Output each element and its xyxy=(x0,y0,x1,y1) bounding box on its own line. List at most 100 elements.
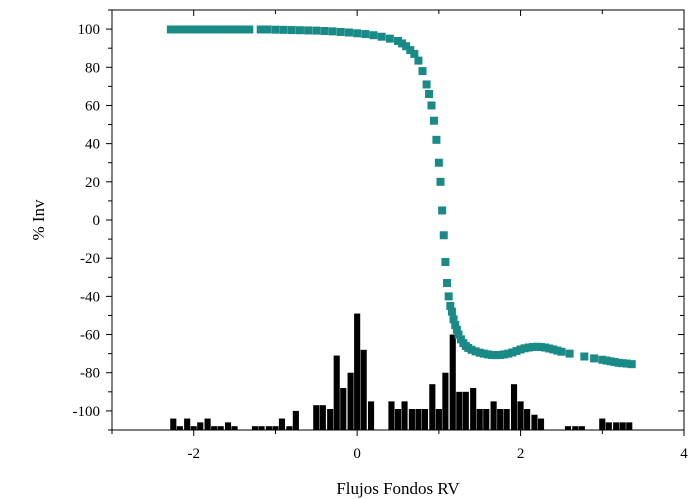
histogram-bar xyxy=(531,414,538,430)
scatter-point xyxy=(398,39,407,48)
histogram-bar xyxy=(170,418,177,430)
scatter-point xyxy=(425,90,434,98)
scatter-point xyxy=(369,31,378,40)
scatter-series xyxy=(166,25,636,369)
scatter-point xyxy=(500,350,509,359)
scatter-point xyxy=(166,25,175,34)
scatter-point xyxy=(565,349,574,358)
histogram-bar xyxy=(524,409,531,430)
scatter-point xyxy=(394,36,402,45)
histogram-bar xyxy=(578,426,585,430)
histogram-bar xyxy=(449,334,456,430)
y-tick-label: 0 xyxy=(93,213,101,229)
histogram-bar xyxy=(421,409,429,430)
scatter-point xyxy=(422,80,431,89)
scatter-point xyxy=(627,360,636,369)
scatter-point xyxy=(614,358,623,367)
scatter-point xyxy=(602,356,611,365)
histogram-bar xyxy=(490,401,497,430)
scatter-point xyxy=(256,25,265,34)
histogram-bar xyxy=(333,355,340,430)
histogram-bar xyxy=(456,391,463,430)
scatter-point xyxy=(304,26,313,35)
histogram-bar xyxy=(197,422,204,430)
scatter-point xyxy=(449,315,458,324)
scatter-point xyxy=(441,258,450,266)
histogram-bar xyxy=(401,401,408,430)
scatter-point xyxy=(186,25,195,34)
histogram-bar xyxy=(470,388,477,430)
y-tick-label: -80 xyxy=(80,366,100,382)
histogram-bar xyxy=(415,409,422,430)
scatter-point xyxy=(443,279,452,287)
scatter-point xyxy=(219,25,228,34)
scatter-point xyxy=(512,346,521,355)
histogram-bar xyxy=(211,426,218,430)
scatter-point xyxy=(429,116,438,125)
histogram-bar xyxy=(599,418,606,430)
scatter-point xyxy=(287,26,296,35)
scatter-point xyxy=(451,321,460,329)
scatter-point xyxy=(590,354,599,363)
scatter-point xyxy=(279,25,288,34)
histogram-bar xyxy=(313,405,320,430)
scatter-point xyxy=(238,25,247,34)
y-tick-label: 20 xyxy=(85,175,100,191)
y-tick-label: -100 xyxy=(73,404,101,420)
scatter-point xyxy=(545,344,554,353)
histogram-bar xyxy=(503,409,510,430)
histogram-bar xyxy=(619,422,626,430)
histogram-bar xyxy=(626,422,633,430)
scatter-point xyxy=(225,25,234,34)
scatter-point xyxy=(173,25,182,34)
scatter-point xyxy=(516,345,525,354)
scatter-point xyxy=(446,301,455,310)
scatter-point xyxy=(328,27,337,36)
scatter-point xyxy=(504,349,513,358)
scatter-point xyxy=(444,292,453,301)
histogram-bar xyxy=(517,401,524,430)
scatter-point xyxy=(553,346,562,355)
y-tick-label: -40 xyxy=(80,289,100,305)
scatter-point xyxy=(580,352,589,361)
histogram-bar xyxy=(265,426,272,430)
scatter-point xyxy=(263,25,272,34)
scatter-point xyxy=(434,158,443,167)
scatter-point xyxy=(344,28,353,37)
scatter-point xyxy=(528,342,537,351)
scatter-point xyxy=(295,26,304,35)
x-tick-label: -2 xyxy=(187,446,200,462)
histogram-bar xyxy=(394,409,402,430)
scatter-point xyxy=(353,29,362,38)
histogram-bar xyxy=(340,388,347,430)
scatter-point xyxy=(418,67,427,76)
scatter-point xyxy=(606,357,615,366)
scatter-point xyxy=(438,206,447,215)
y-tick-label: -20 xyxy=(80,251,100,267)
histogram-bar xyxy=(388,401,395,430)
scatter-point xyxy=(361,30,370,39)
scatter-point xyxy=(436,177,445,186)
histogram-bar xyxy=(408,409,415,430)
scatter-point xyxy=(410,49,419,58)
histogram-bar xyxy=(231,426,238,430)
histogram-bar xyxy=(462,391,469,430)
y-axis-title: % Inv xyxy=(29,199,48,241)
histogram-bar xyxy=(347,372,354,430)
scatter-point xyxy=(336,27,345,36)
scatter-point xyxy=(520,344,529,353)
histogram-bar xyxy=(613,422,620,430)
scatter-point xyxy=(206,25,215,34)
histogram-bar xyxy=(435,409,442,430)
histogram-bar xyxy=(176,426,183,430)
histogram-bar xyxy=(442,372,449,430)
histogram-bar xyxy=(605,422,612,430)
scatter-point xyxy=(199,25,208,34)
scatter-point xyxy=(541,343,550,352)
scatter-point xyxy=(479,349,488,358)
histogram-bar xyxy=(224,422,232,430)
y-tick-label: 100 xyxy=(78,22,101,38)
histogram-bar xyxy=(251,426,259,430)
scatter-point xyxy=(271,25,280,34)
